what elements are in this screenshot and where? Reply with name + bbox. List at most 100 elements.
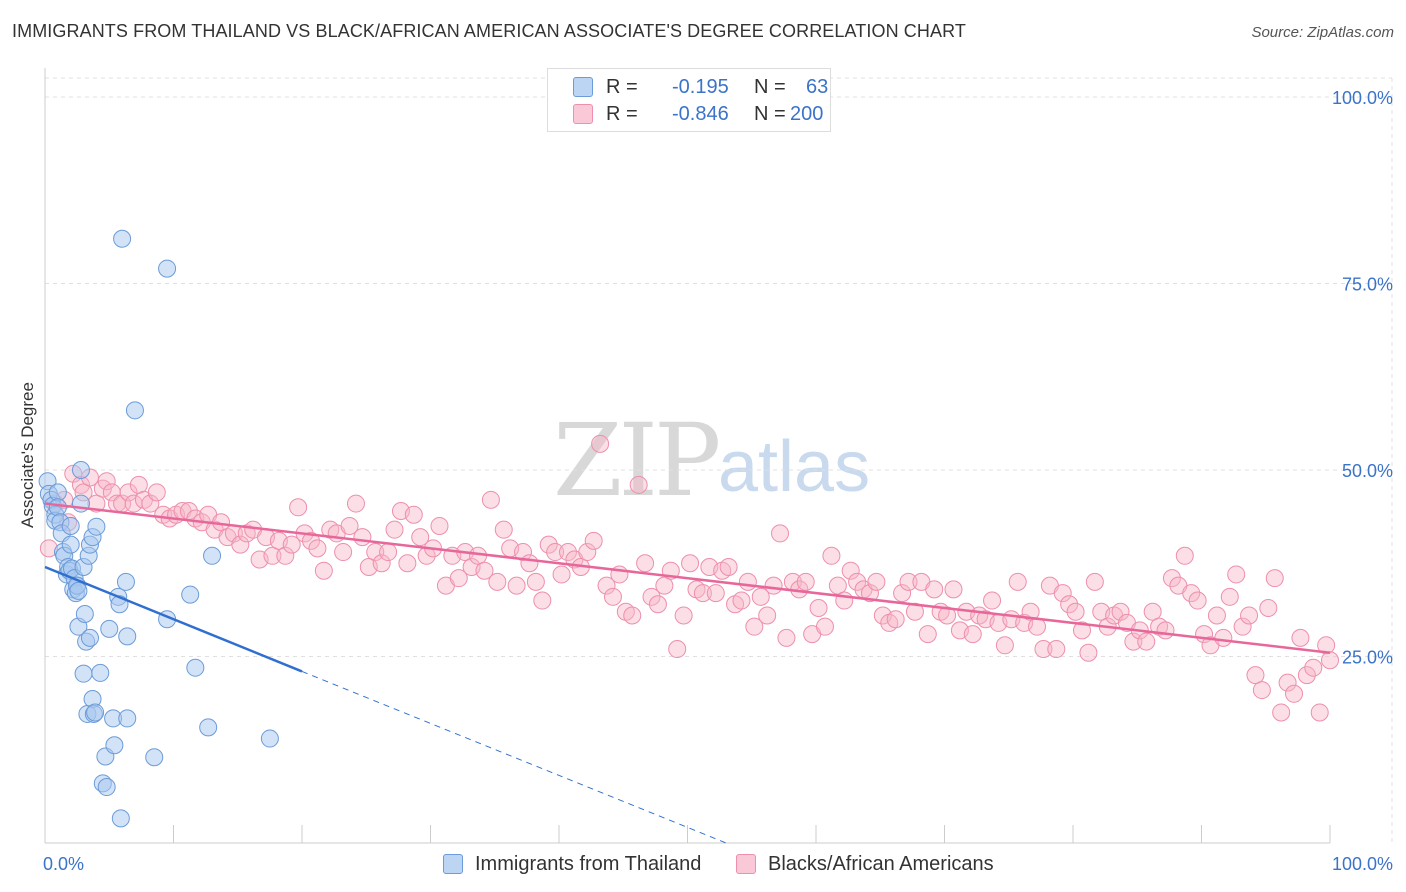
data-point-thailand (105, 736, 124, 755)
data-point-blacks (514, 543, 533, 562)
data-point-blacks (732, 591, 751, 610)
data-point-thailand (260, 729, 279, 748)
data-point-blacks (745, 617, 764, 636)
data-point-blacks (1111, 602, 1130, 621)
data-point-blacks (346, 494, 365, 513)
data-point-thailand (145, 748, 164, 767)
legend-n-label: N = (754, 102, 786, 125)
trend-line-thailand (44, 565, 303, 673)
bottom-legend-label-blacks: Blacks/African Americans (768, 852, 994, 875)
data-point-thailand (116, 572, 135, 591)
data-point-blacks (706, 584, 725, 603)
data-point-blacks (668, 640, 687, 659)
data-point-blacks (642, 587, 661, 606)
data-point-blacks (983, 591, 1002, 610)
data-point-blacks (411, 528, 430, 547)
data-point-blacks (552, 565, 571, 584)
data-point-blacks (558, 543, 577, 562)
data-point-blacks (520, 554, 539, 573)
data-point-blacks (758, 606, 777, 625)
data-point-blacks (648, 595, 667, 614)
trend-line-blacks (44, 502, 1331, 655)
data-point-thailand (118, 709, 137, 728)
data-point-blacks (719, 557, 738, 576)
legend-swatch-thailand (573, 77, 593, 97)
data-point-blacks (546, 543, 565, 562)
data-point-blacks (1072, 621, 1091, 640)
data-point-blacks (533, 591, 552, 610)
data-point-blacks (289, 498, 308, 517)
data-point-thailand (181, 585, 200, 604)
data-point-blacks (603, 587, 622, 606)
data-point-blacks (119, 483, 138, 502)
data-point-blacks (1047, 640, 1066, 659)
data-point-thailand (113, 229, 132, 248)
data-point-thailand (80, 628, 99, 647)
data-point-blacks (995, 636, 1014, 655)
data-point-thailand (75, 604, 94, 623)
data-point-blacks (796, 572, 815, 591)
data-point-blacks (539, 535, 558, 554)
data-point-blacks (494, 520, 513, 539)
data-point-blacks (1227, 565, 1246, 584)
bottom-legend-thailand: Immigrants from Thailand (443, 851, 701, 877)
data-point-thailand (91, 663, 110, 682)
data-point-blacks (475, 561, 494, 580)
data-point-blacks (1304, 658, 1323, 677)
data-point-thailand (71, 461, 90, 479)
data-point-blacks (867, 572, 886, 591)
data-point-blacks (693, 584, 712, 603)
data-point-thailand (48, 498, 67, 517)
data-point-blacks (334, 543, 353, 562)
x-tick-label-max: 100.0% (1332, 854, 1393, 874)
data-point-blacks (591, 434, 610, 453)
data-point-blacks (1233, 617, 1252, 636)
data-point-blacks (886, 610, 905, 629)
data-point-blacks (398, 554, 417, 573)
data-point-blacks (372, 554, 391, 573)
data-point-blacks (1252, 681, 1271, 700)
watermark-atlas: atlas (718, 427, 871, 507)
data-point-blacks (809, 599, 828, 618)
data-point-blacks (1220, 587, 1239, 606)
data-point-blacks (584, 531, 603, 550)
data-point-blacks (276, 546, 295, 565)
data-point-blacks (1034, 640, 1053, 659)
data-point-blacks (314, 561, 333, 580)
data-point-blacks (1278, 673, 1297, 692)
data-point-thailand (199, 718, 218, 737)
legend-r-value: -0.846 (672, 102, 729, 125)
data-point-blacks (147, 483, 166, 502)
data-point-thailand (61, 535, 80, 554)
legend-n-value: 200 (790, 102, 824, 125)
data-point-blacks (1175, 546, 1194, 565)
data-point-blacks (1291, 628, 1310, 647)
data-point-blacks (1207, 606, 1226, 625)
data-point-blacks (141, 494, 160, 513)
data-point-blacks (655, 576, 674, 595)
data-point-blacks (526, 572, 545, 591)
data-point-blacks (1053, 584, 1072, 603)
data-point-blacks (764, 576, 783, 595)
legend-r-label: R = (606, 102, 638, 125)
data-point-blacks (841, 561, 860, 580)
data-point-blacks (430, 516, 449, 535)
y-tick-label: 25.0% (1342, 648, 1393, 668)
data-point-blacks (97, 472, 116, 491)
axes (44, 68, 1331, 844)
data-point-blacks (1162, 569, 1181, 588)
legend-r-label: R = (606, 75, 638, 98)
data-point-blacks (1008, 572, 1027, 591)
y-tick-label: 50.0% (1342, 461, 1393, 481)
data-point-thailand (100, 619, 119, 638)
data-point-thailand (61, 516, 80, 535)
data-point-blacks (1240, 606, 1259, 625)
data-point-blacks (366, 543, 385, 562)
data-point-blacks (301, 531, 320, 550)
data-point-blacks (282, 535, 301, 554)
data-point-blacks (629, 475, 648, 494)
data-point-blacks (1265, 569, 1284, 588)
data-point-blacks (404, 505, 423, 524)
data-point-blacks (777, 628, 796, 647)
bottom-legend-swatch-blacks (736, 854, 756, 874)
